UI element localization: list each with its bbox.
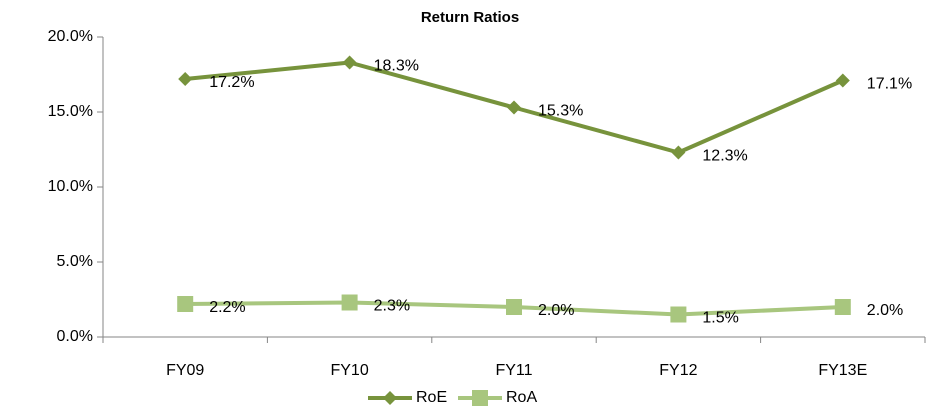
x-tick-label: FY12 [659,362,697,379]
data-point [178,72,193,86]
data-label: 2.2% [209,299,245,316]
data-point [507,100,521,115]
data-point [506,299,522,315]
legend-label: RoA [506,389,537,406]
y-tick-label: 20.0% [48,28,93,45]
data-point [834,299,851,315]
legend-marker [383,391,397,405]
legend-marker [472,390,488,406]
y-tick-label: 10.0% [48,178,93,195]
y-tick-label: 5.0% [57,253,93,270]
data-point [671,145,686,160]
chart-title: Return Ratios [421,9,519,26]
data-label: 2.0% [538,302,574,319]
data-point [341,294,358,311]
data-point [835,73,850,88]
data-label: 12.3% [702,148,747,165]
x-tick-label: FY10 [330,362,368,379]
data-label: 17.2% [209,74,254,91]
data-point [342,55,357,70]
data-label: 2.3% [374,298,410,315]
legend-label: RoE [416,389,447,406]
x-tick-label: FY13E [818,362,867,379]
data-label: 2.0% [867,302,903,319]
data-label: 1.5% [702,310,738,327]
x-tick-label: FY11 [495,362,532,379]
data-label: 17.1% [867,76,912,93]
data-point [670,306,687,323]
y-tick-label: 15.0% [48,103,93,120]
data-label: 18.3% [374,58,419,75]
data-point [177,296,194,312]
data-label: 15.3% [538,103,583,120]
y-tick-label: 0.0% [57,328,93,345]
x-tick-label: FY09 [166,362,204,379]
